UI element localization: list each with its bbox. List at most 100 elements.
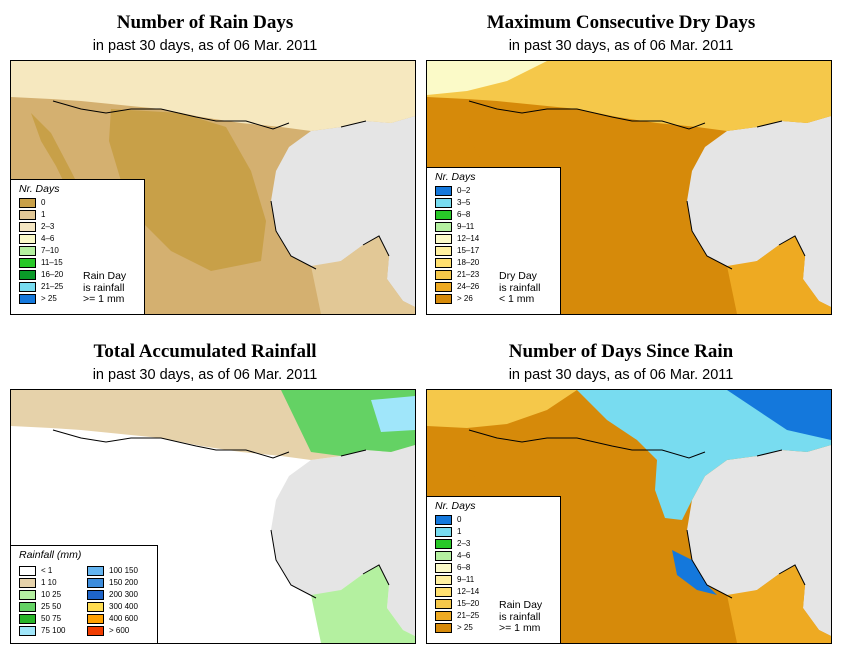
legend-label: 400 600	[109, 614, 138, 623]
legend-label: 0	[41, 198, 46, 207]
legend-label: 15–20	[457, 599, 480, 608]
legend-item: 4–6	[435, 550, 470, 561]
legend-label: 4–6	[41, 234, 55, 243]
legend-item: 24–26	[435, 281, 479, 292]
legend-swatch	[435, 526, 452, 537]
legend-swatch	[435, 209, 452, 220]
baja-peninsula	[31, 442, 103, 565]
panel-title: Maximum Consecutive Dry Days	[486, 12, 756, 33]
usa-region	[427, 61, 831, 131]
legend-swatch	[435, 281, 452, 292]
map-total-rainfall: Rainfall (mm) < 1 1 10 10 25 25 50 50 75…	[10, 389, 416, 644]
legend-label: > 25	[41, 294, 57, 303]
legend-swatch	[19, 221, 36, 232]
legend-item: < 1	[19, 565, 52, 576]
legend-swatch	[435, 185, 452, 196]
legend-swatch	[435, 245, 452, 256]
legend-swatch	[19, 233, 36, 244]
map-rain-days: Nr. Days 0 1 2–3 4–6 7–10 11–15 16–20 21…	[10, 60, 416, 315]
border-lines	[468, 100, 806, 270]
map-dry-days: Nr. Days 0–2 3–5 6–8 9–11 12–14 15–17 18…	[426, 60, 832, 315]
legend-dry-days: Nr. Days 0–2 3–5 6–8 9–11 12–14 15–17 18…	[427, 167, 561, 314]
legend-label: > 25	[457, 623, 473, 632]
legend-label: 9–11	[457, 222, 475, 231]
legend-item: 21–25	[19, 281, 63, 292]
legend-item: > 600	[87, 625, 129, 636]
note-line: is rainfall	[83, 281, 125, 294]
border-lines	[468, 429, 806, 599]
usa-region	[11, 61, 415, 131]
legend-item: 15–20	[435, 598, 479, 609]
recent-rain-region	[577, 390, 831, 520]
legend-swatch	[435, 293, 452, 304]
legend-label: 300 400	[109, 602, 138, 611]
rain-today-region	[727, 390, 831, 440]
legend-title: Nr. Days	[435, 500, 476, 512]
legend-label: 24–26	[457, 282, 480, 291]
legend-rain-days: Nr. Days 0 1 2–3 4–6 7–10 11–15 16–20 21…	[11, 179, 145, 314]
legend-days-since-rain: Nr. Days 0 1 2–3 4–6 6–8 9–11 12–14 15–2…	[427, 496, 561, 643]
legend-item: 0–2	[435, 185, 470, 196]
legend-swatch	[19, 625, 36, 636]
legend-swatch	[87, 613, 104, 624]
note-line: Rain Day	[83, 270, 127, 282]
legend-item: 21–23	[435, 269, 479, 280]
legend-item: > 25	[19, 293, 57, 304]
central-america	[727, 236, 831, 314]
legend-label: 15–17	[457, 246, 480, 255]
wettest-region	[371, 396, 415, 432]
northwest-region	[427, 390, 577, 428]
legend-item: 10 25	[19, 589, 61, 600]
legend-label: 1 10	[41, 578, 57, 587]
legend-title: Nr. Days	[19, 183, 60, 195]
legend-swatch	[435, 233, 452, 244]
legend-label: 75 100	[41, 626, 66, 635]
panel-title: Total Accumulated Rainfall	[93, 341, 317, 362]
legend-swatch	[435, 622, 452, 633]
border-lines	[52, 100, 390, 270]
legend-item: 0	[19, 197, 45, 208]
legend-item: > 25	[435, 622, 473, 633]
panel-total-rainfall: Total Accumulated Rainfall in past 30 da…	[0, 329, 416, 649]
legend-swatch	[435, 269, 452, 280]
legend-label: 6–8	[457, 210, 471, 219]
legend-item: 12–14	[435, 586, 479, 597]
legend-swatch	[87, 589, 104, 600]
legend-item: 200 300	[87, 589, 138, 600]
legend-swatch	[435, 598, 452, 609]
legend-label: > 26	[457, 294, 473, 303]
central-america	[727, 565, 831, 643]
legend-item: 150 200	[87, 577, 138, 588]
legend-label: 50 75	[41, 614, 62, 623]
legend-item: 7–10	[19, 245, 59, 256]
legend-item: 1	[435, 526, 461, 537]
legend-label: 2–3	[457, 539, 471, 548]
legend-item: 0	[435, 514, 461, 525]
legend-swatch	[19, 565, 36, 576]
legend-item: 25 50	[19, 601, 61, 612]
legend-swatch	[87, 625, 104, 636]
legend-label: 7–10	[41, 246, 59, 255]
northwest-region	[427, 61, 547, 95]
legend-label: 6–8	[457, 563, 471, 572]
legend-swatch	[19, 269, 36, 280]
legend-item: 16–20	[19, 269, 63, 280]
legend-note: Dry Day is rainfall < 1 mm	[499, 270, 540, 306]
legend-label: 12–14	[457, 234, 480, 243]
legend-label: 2–3	[41, 222, 55, 231]
legend-label: 9–11	[457, 575, 475, 584]
legend-note: Rain Day is rainfall >= 1 mm	[499, 599, 542, 635]
note-line: Dry Day	[499, 270, 537, 282]
legend-item: 21–25	[435, 610, 479, 621]
legend-item: 50 75	[19, 613, 61, 624]
legend-swatch	[435, 586, 452, 597]
note-line: >= 1 mm	[499, 622, 541, 634]
legend-note: Rain Day is rainfall >= 1 mm	[83, 270, 127, 306]
legend-label: 4–6	[457, 551, 471, 560]
legend-swatch	[87, 565, 104, 576]
legend-swatch	[19, 613, 36, 624]
legend-swatch	[435, 562, 452, 573]
legend-item: 9–11	[435, 221, 474, 232]
legend-swatch	[19, 293, 36, 304]
legend-item: 2–3	[19, 221, 54, 232]
